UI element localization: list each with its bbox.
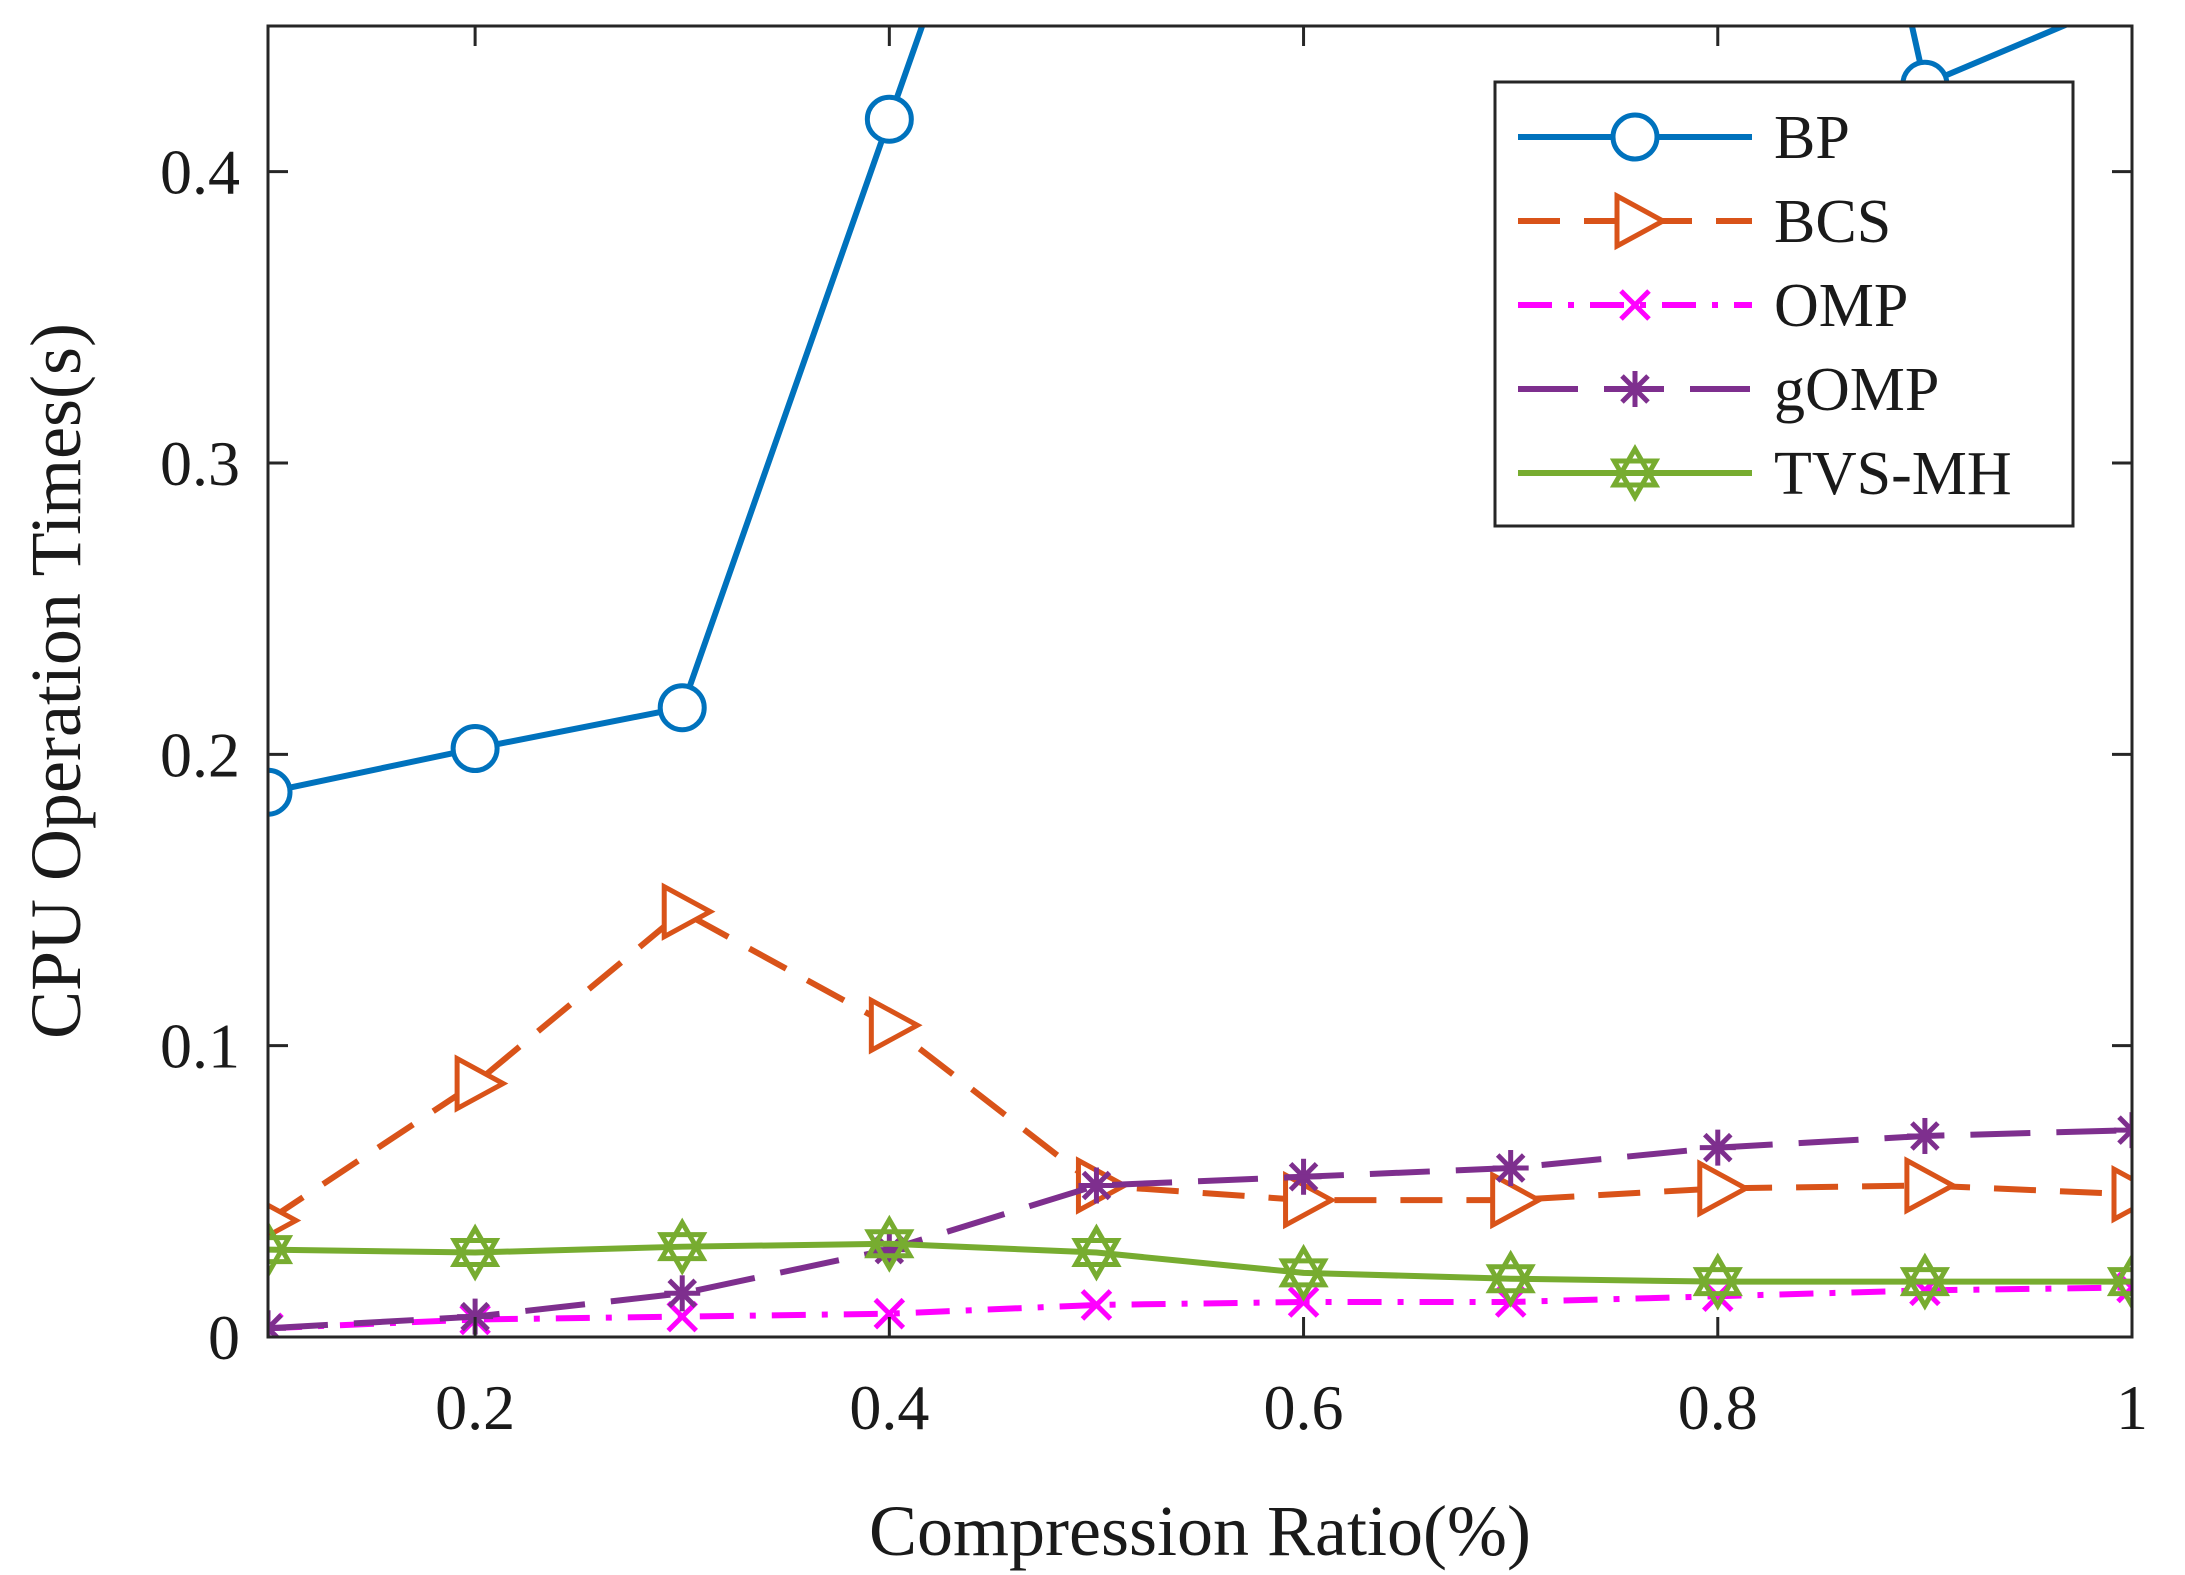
data-point [1287, 1286, 1320, 1318]
data-point [1285, 1158, 1322, 1195]
data-point [449, 1223, 501, 1282]
data-point [2106, 1252, 2132, 1311]
data-point [666, 1300, 698, 1333]
x-tick-label: 0.4 [849, 1372, 929, 1443]
data-point [864, 94, 914, 144]
legend-marker [1614, 191, 1669, 251]
data-point [1490, 1170, 1544, 1230]
series-gomp [268, 1112, 2132, 1337]
legend-marker [1609, 444, 1661, 502]
data-point [864, 1214, 915, 1273]
data-point [657, 1217, 708, 1276]
series-bcs [268, 882, 2132, 1239]
y-tick-label: 0.3 [160, 428, 240, 499]
series-line [268, 26, 2071, 796]
x-tick-label: 0.6 [1264, 1372, 1344, 1443]
legend: BP BCS OMP gOMP TVS-MH [1493, 80, 2075, 528]
data-point [1071, 1223, 1122, 1282]
legend-label: BCS [1774, 188, 1891, 256]
x-axis-title: Compression Ratio(%) [869, 1491, 1531, 1571]
series-line [268, 908, 2132, 1223]
data-point [664, 1275, 701, 1312]
x-tick-label: 0.8 [1678, 1372, 1758, 1443]
y-tick-label: 0.2 [160, 719, 240, 790]
y-axis-title: CPU Operation Times(s) [16, 323, 96, 1039]
legend-entry-tvs-mh: TVS-MH [1518, 440, 2012, 508]
data-point [1692, 1252, 1743, 1311]
legend-label: TVS-MH [1774, 440, 2012, 508]
data-point [2111, 1165, 2132, 1224]
data-point [1078, 1167, 1115, 1204]
data-point [1485, 1249, 1536, 1308]
series-line [268, 1240, 2132, 1285]
legend-marker [1617, 371, 1653, 407]
data-point [2114, 1112, 2132, 1149]
data-point [1492, 1150, 1529, 1187]
data-point [268, 767, 293, 817]
data-point [1699, 1129, 1736, 1166]
data-point [454, 1054, 509, 1113]
series-layer [268, 26, 2132, 1337]
legend-entry-bp: BP [1518, 104, 1850, 172]
legend-entry-gomp: gOMP [1518, 356, 1939, 424]
data-point [1906, 1117, 1943, 1154]
data-point [1904, 1156, 1959, 1215]
data-point [868, 996, 923, 1055]
legend-marker [1619, 289, 1651, 321]
y-tick-label: 0 [208, 1302, 240, 1373]
legend-marker [1610, 112, 1660, 162]
legend-entry-omp: OMP [1518, 272, 1908, 340]
legend-entries: BP BCS OMP gOMP TVS-MH [1518, 104, 2012, 508]
data-point [1899, 1252, 1951, 1311]
data-point [1278, 1243, 1329, 1302]
y-tick-label: 0.1 [160, 1011, 240, 1082]
data-point [450, 724, 500, 774]
plot-frame [266, 24, 2134, 1339]
x-tick-label: 0.2 [435, 1372, 515, 1443]
data-point [1697, 1159, 1752, 1218]
data-point [873, 1297, 906, 1330]
legend-label: gOMP [1774, 356, 1939, 424]
data-point [657, 683, 707, 733]
y-tick-label: 0.4 [160, 137, 240, 208]
legend-entry-bcs: BCS [1518, 188, 1891, 256]
data-point [661, 882, 716, 941]
x-tick-label: 1 [2116, 1372, 2148, 1443]
data-point [1080, 1289, 1113, 1321]
series-line [268, 1284, 2132, 1332]
series-line [268, 1127, 2132, 1332]
data-point [1283, 1170, 1337, 1230]
data-point [268, 1220, 294, 1279]
legend-label: OMP [1774, 272, 1908, 340]
legend-label: BP [1774, 104, 1850, 172]
series-tvs-mh [268, 1214, 2132, 1311]
